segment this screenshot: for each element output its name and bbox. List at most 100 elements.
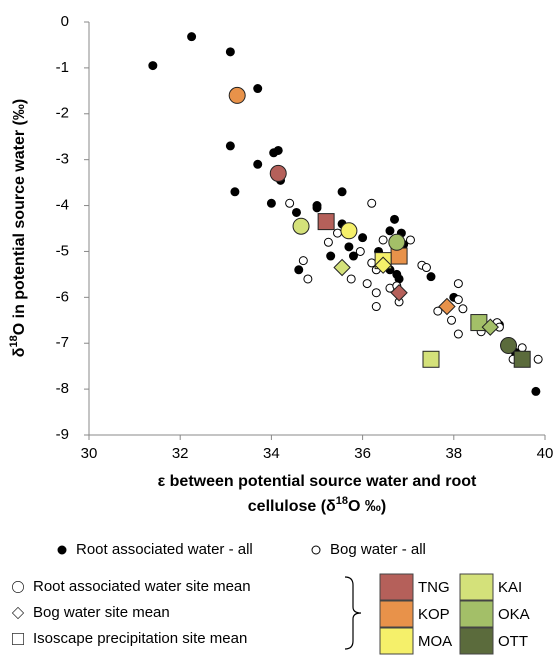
- point: [346, 274, 356, 284]
- legend-label: Isoscape precipitation site mean: [33, 630, 247, 647]
- y-title-part: δ: [11, 347, 28, 357]
- site-swatch: [379, 600, 414, 628]
- x-title-part: O ‰): [348, 498, 386, 515]
- site-swatch: [379, 627, 414, 655]
- y-title-part: O in potential source water (‰): [11, 99, 28, 335]
- point: [367, 198, 377, 208]
- point: [225, 141, 235, 151]
- point: [333, 228, 343, 238]
- point: [453, 329, 463, 339]
- site-mean: [292, 217, 310, 235]
- point: [148, 61, 158, 71]
- point: [337, 187, 347, 197]
- y-axis-title: δ18O in potential source water (‰): [8, 99, 28, 357]
- point: [312, 203, 322, 213]
- point: [187, 32, 197, 42]
- y-tick-label: -7: [56, 334, 69, 351]
- legend-label: Root associated water site mean: [33, 578, 251, 595]
- point: [348, 251, 358, 261]
- y-tick-label: -5: [56, 242, 69, 259]
- x-axis-title: ε between potential source water and roo…: [158, 473, 477, 490]
- site-label: OKA: [498, 606, 530, 623]
- legend-marker: [311, 545, 321, 555]
- point: [433, 306, 443, 316]
- site-swatch: [379, 573, 414, 601]
- x-tick-label: 40: [537, 445, 554, 462]
- point: [426, 272, 436, 282]
- point: [230, 187, 240, 197]
- point: [266, 198, 276, 208]
- point: [371, 288, 381, 298]
- y-tick-label: -9: [56, 426, 69, 443]
- point: [453, 295, 463, 305]
- site-mean: [388, 233, 406, 251]
- site-swatch: [459, 627, 494, 655]
- point: [378, 235, 388, 245]
- site-mean: [500, 337, 518, 355]
- point: [303, 274, 313, 284]
- site-mean: [340, 222, 358, 240]
- y-tick-label: -8: [56, 380, 69, 397]
- point: [458, 304, 468, 314]
- point: [371, 302, 381, 312]
- site-mean: [481, 318, 499, 336]
- y-tick-label: -6: [56, 288, 69, 305]
- legend-brace: [344, 576, 362, 650]
- point: [385, 226, 395, 236]
- x-tick-label: 34: [263, 445, 280, 462]
- site-mean: [422, 350, 440, 368]
- point: [533, 354, 543, 364]
- site-mean: [513, 350, 531, 368]
- legend-marker: [57, 545, 67, 555]
- x-tick-label: 36: [354, 445, 371, 462]
- legend-marker: [11, 606, 25, 620]
- y-tick-label: -3: [56, 151, 69, 168]
- x-axis-title: cellulose (δ18O ‰): [248, 495, 386, 515]
- legend-label: Bog water site mean: [33, 604, 170, 621]
- x-title-sup: 18: [336, 495, 348, 507]
- x-tick-label: 32: [172, 445, 189, 462]
- point: [273, 145, 283, 155]
- site-label: KAI: [498, 579, 522, 596]
- x-tick-label: 30: [81, 445, 98, 462]
- point: [294, 265, 304, 275]
- point: [405, 235, 415, 245]
- point: [253, 159, 263, 169]
- site-mean: [228, 86, 246, 104]
- legend-label: Bog water - all: [330, 541, 426, 558]
- x-tick-label: 38: [445, 445, 462, 462]
- point: [517, 343, 527, 353]
- point: [291, 207, 301, 217]
- site-swatch: [459, 600, 494, 628]
- point: [225, 47, 235, 57]
- site-label: TNG: [418, 579, 450, 596]
- legend-label: Root associated water - all: [76, 541, 253, 558]
- point: [344, 242, 354, 252]
- point: [447, 315, 457, 325]
- site-swatch: [459, 573, 494, 601]
- site-mean: [390, 284, 408, 302]
- site-mean: [374, 256, 392, 274]
- point: [253, 84, 263, 94]
- y-tick-label: -1: [56, 59, 69, 76]
- site-mean: [317, 213, 335, 231]
- legend-marker: [12, 633, 24, 645]
- point: [323, 237, 333, 247]
- point: [285, 198, 295, 208]
- point: [531, 386, 541, 396]
- y-tick-label: -2: [56, 105, 69, 122]
- y-title-sup: 18: [8, 335, 20, 347]
- point: [390, 214, 400, 224]
- site-mean: [269, 164, 287, 182]
- point: [298, 256, 308, 266]
- point: [453, 279, 463, 289]
- site-mean: [438, 297, 456, 316]
- point: [362, 279, 372, 289]
- y-tick-label: 0: [61, 13, 69, 30]
- point: [421, 263, 431, 273]
- x-title-part: cellulose (δ: [248, 498, 336, 515]
- point: [358, 233, 368, 243]
- point: [355, 246, 365, 256]
- site-label: MOA: [418, 633, 452, 650]
